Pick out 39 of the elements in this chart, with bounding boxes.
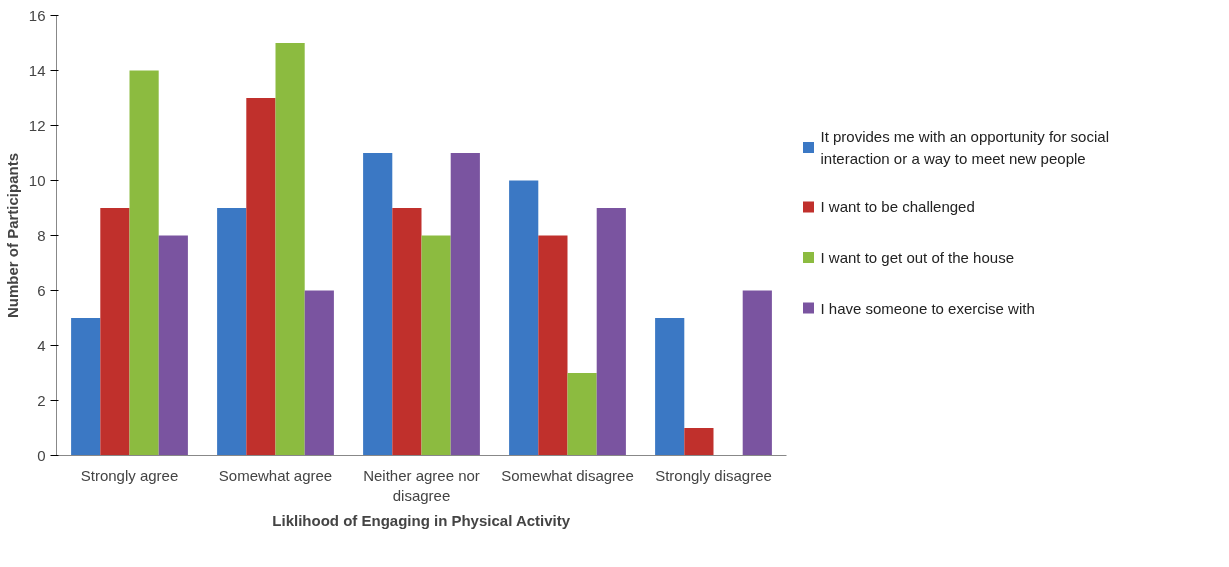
bar [509,180,539,456]
bar [71,318,101,456]
y-tick-label: 6 [37,281,46,299]
y-tick-label: 2 [37,391,46,409]
y-tick-label: 14 [28,61,46,79]
bar [100,208,130,456]
bar [304,290,334,456]
legend-label: I have someone to exercise with [820,299,1035,317]
legend-label: It provides me with an opportunity for social interaction or a way to meet new people [820,128,1109,167]
y-tick-label: 4 [37,336,46,354]
x-tick-label: Strongly disagree [655,466,772,484]
bar [363,153,393,456]
bar [655,318,685,456]
y-axis-title: Number of Participants [3,152,21,319]
bar [538,235,568,456]
bar [217,208,247,456]
bar [684,428,714,456]
bar [567,373,597,456]
x-axis-title: Liklihood of Engaging in Physical Activity [272,511,571,529]
legend-label: I want to be challenged [820,198,975,216]
bar [158,235,188,456]
bar [596,208,626,456]
y-tick-label: 16 [28,6,46,24]
x-tick-label: Neither agree nor disagree [363,466,480,504]
x-tick-label: Somewhat disagree [501,466,634,484]
bar [129,70,159,456]
bar [275,43,305,456]
bar [392,208,422,456]
x-tick-label: Strongly agree [80,466,179,484]
y-tick-label: 0 [37,446,46,464]
y-tick-label: 10 [28,171,46,189]
bar [450,153,480,456]
bar [742,290,772,456]
y-tick-label: 8 [37,226,46,244]
bar [421,235,451,456]
bar [246,98,276,456]
x-tick-label: Somewhat agree [218,466,333,484]
y-tick-label: 12 [28,116,46,134]
legend-label: I want to get out of the house [820,249,1014,266]
